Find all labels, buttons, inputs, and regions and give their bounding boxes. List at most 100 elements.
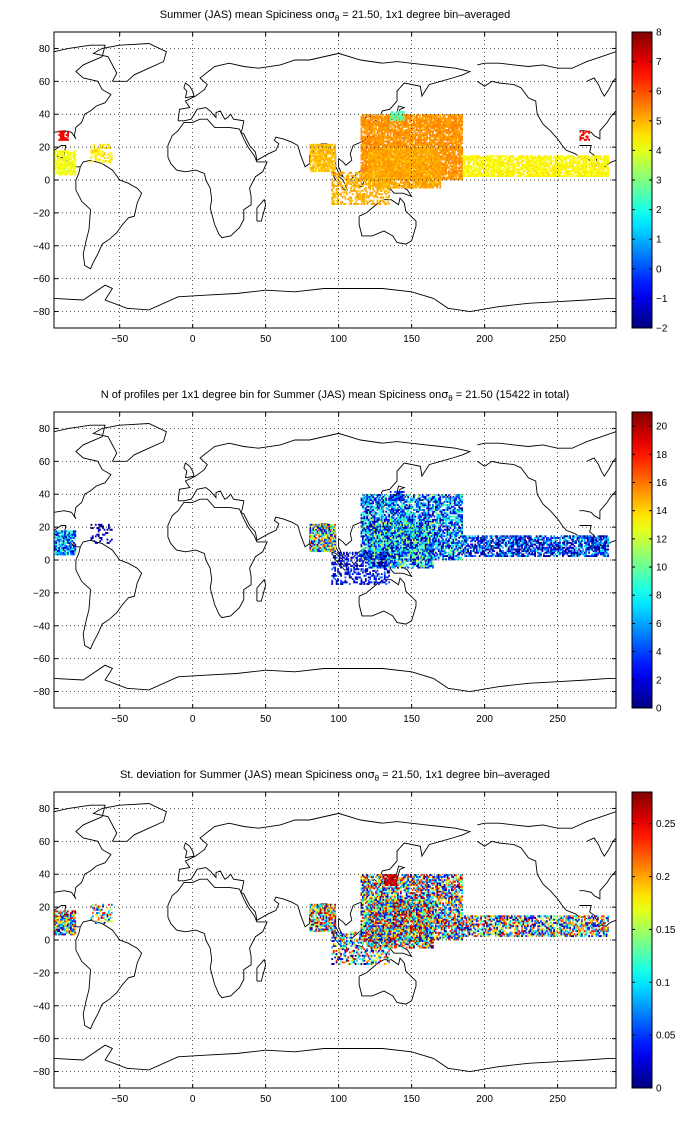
data-cell [569, 165, 572, 168]
data-cell [385, 127, 388, 130]
data-cell [416, 153, 418, 156]
data-cell [379, 160, 382, 163]
data-cell [404, 161, 407, 164]
data-cell [505, 155, 507, 158]
data-cell [360, 150, 363, 153]
data-cell [434, 138, 437, 141]
data-cell [331, 199, 334, 202]
data-cell [420, 175, 423, 178]
data-cell [391, 127, 393, 130]
data-cell [376, 117, 379, 120]
data-cell [458, 158, 461, 161]
data-cell [364, 158, 367, 161]
data-cell [397, 132, 399, 135]
data-cell [379, 176, 382, 179]
data-cell [525, 156, 528, 159]
data-cell [380, 189, 383, 192]
data-cell [455, 124, 458, 127]
data-cell [575, 170, 577, 173]
data-cell [429, 124, 431, 127]
data-cell [455, 114, 458, 117]
data-cell [324, 166, 326, 169]
data-cell [576, 175, 579, 178]
data-cell [446, 117, 449, 120]
data-cell [408, 152, 411, 154]
data-cell [413, 180, 415, 182]
data-cell [426, 156, 428, 159]
data-cell [356, 173, 358, 176]
data-cell [362, 184, 364, 187]
data-cell [411, 171, 414, 174]
data-cell [543, 170, 545, 173]
data-cell [429, 137, 431, 140]
data-cell [545, 158, 548, 161]
data-cell [430, 178, 433, 181]
data-cell [341, 191, 344, 194]
data-cell [528, 165, 531, 168]
data-cell [392, 184, 395, 187]
data-cell [313, 156, 316, 159]
data-cell [364, 137, 367, 140]
data-cell [367, 135, 370, 138]
data-cell [426, 120, 428, 123]
data-cell [443, 171, 446, 174]
data-cell [456, 160, 459, 163]
data-cell [507, 175, 510, 178]
data-cell [385, 125, 388, 128]
data-cell [332, 148, 335, 151]
data-cell [380, 184, 383, 187]
data-cell [369, 147, 372, 150]
data-cell [413, 145, 415, 148]
data-cell [405, 142, 408, 145]
data-cell [328, 148, 331, 151]
data-cell [433, 150, 436, 153]
data-cell [506, 160, 509, 163]
data-cell [437, 166, 440, 169]
data-cell [386, 165, 389, 168]
data-cell [440, 158, 443, 161]
data-cell [417, 161, 420, 164]
data-cell [468, 175, 471, 178]
data-cell [397, 150, 399, 153]
data-cell [440, 142, 443, 145]
data-cell [496, 166, 499, 169]
data-cell [408, 147, 411, 150]
data-cell [318, 160, 320, 163]
data-cell [478, 156, 481, 159]
data-cell [413, 148, 415, 151]
data-cell [379, 137, 382, 140]
data-cell [429, 163, 431, 166]
data-cell [491, 168, 494, 171]
data-cell [369, 125, 372, 128]
data-cell [421, 176, 424, 179]
data-cell [521, 168, 523, 171]
data-cell [367, 156, 370, 159]
data-cell [389, 143, 392, 146]
data-cell [351, 178, 354, 181]
data-cell [445, 155, 447, 158]
data-cell [318, 152, 320, 154]
data-cell [472, 163, 475, 166]
data-cell [344, 189, 347, 192]
data-cell [395, 163, 398, 166]
data-cell [325, 155, 328, 158]
data-cell [362, 158, 364, 161]
data-cell [434, 168, 437, 171]
data-cell [451, 178, 453, 181]
data-cell [446, 125, 449, 128]
data-cell [429, 140, 431, 143]
data-cell [378, 188, 380, 191]
data-cell [410, 160, 412, 163]
data-cell [458, 135, 461, 138]
data-cell [404, 163, 407, 166]
data-cell [456, 140, 459, 143]
data-cell [383, 137, 386, 140]
data-cell [535, 161, 538, 164]
data-cell [401, 147, 404, 150]
data-cell [426, 165, 428, 168]
data-cell [410, 153, 412, 156]
data-cell [392, 160, 395, 163]
data-cell [452, 158, 455, 161]
data-cell [366, 133, 369, 136]
data-cell [525, 171, 528, 174]
